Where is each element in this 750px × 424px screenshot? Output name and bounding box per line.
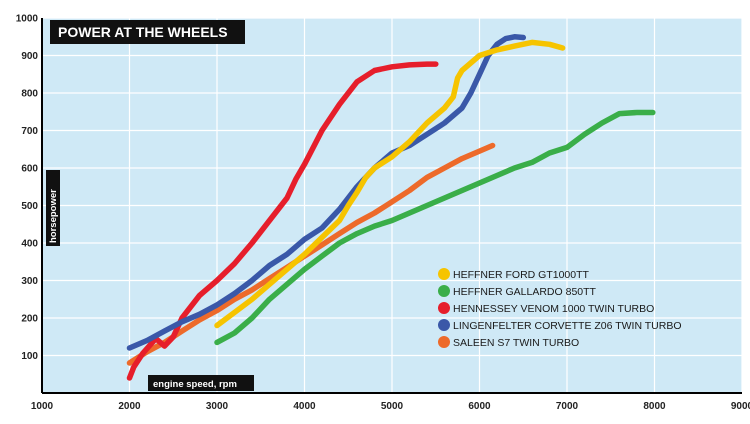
y-tick-label: 300 <box>21 276 38 287</box>
y-tick-label: 200 <box>21 314 38 325</box>
legend-swatch <box>438 302 450 314</box>
x-tick-label: 2000 <box>118 401 141 412</box>
legend-swatch <box>438 319 450 331</box>
y-tick-label: 700 <box>21 126 38 137</box>
x-tick-label: 8000 <box>643 401 666 412</box>
legend-swatch <box>438 285 450 297</box>
x-axis-ticks: 1000 2000 3000 4000 5000 6000 7000 8000 9000 <box>31 401 750 412</box>
x-axis-label-box: engine speed, rpm <box>148 375 254 391</box>
legend: HEFFNER FORD GT1000TT HEFFNER GALLARDO 85… <box>438 268 682 349</box>
series-line-2 <box>126 61 439 381</box>
legend-entry: SALEEN S7 TWIN TURBO <box>453 337 579 349</box>
y-tick-label: 800 <box>21 89 38 100</box>
chart-title: POWER AT THE WHEELS <box>58 24 228 40</box>
y-tick-label: 100 <box>21 351 38 362</box>
series-line-3 <box>126 34 527 351</box>
legend-swatch <box>438 336 450 348</box>
x-tick-label: 1000 <box>31 401 54 412</box>
x-tick-label: 7000 <box>556 401 579 412</box>
chart-title-box: POWER AT THE WHEELS <box>50 20 245 44</box>
x-tick-label: 3000 <box>206 401 229 412</box>
legend-entry: HEFFNER FORD GT1000TT <box>453 269 590 281</box>
x-tick-label: 9000 <box>731 401 750 412</box>
series-line-4 <box>126 142 496 366</box>
y-axis-label: horsepower <box>48 189 59 243</box>
y-axis-ticks: 100 200 300 400 500 600 700 800 900 1000 <box>16 14 39 363</box>
legend-entry: HENNESSEY VENOM 1000 TWIN TURBO <box>453 303 654 315</box>
x-axis-label: engine speed, rpm <box>153 379 237 390</box>
series-line-0 <box>214 39 566 329</box>
y-tick-label: 500 <box>21 201 38 212</box>
legend-entry: HEFFNER GALLARDO 850TT <box>453 286 597 298</box>
series-layer <box>126 34 656 381</box>
legend-entry: LINGENFELTER CORVETTE Z06 TWIN TURBO <box>453 320 682 332</box>
series-line-1 <box>214 109 656 346</box>
y-tick-label: 600 <box>21 164 38 175</box>
y-tick-label: 400 <box>21 239 38 250</box>
x-tick-label: 5000 <box>381 401 404 412</box>
y-axis-label-box: horsepower <box>46 170 60 246</box>
x-tick-label: 4000 <box>293 401 316 412</box>
x-tick-label: 6000 <box>468 401 491 412</box>
y-tick-label: 900 <box>21 51 38 62</box>
legend-swatch <box>438 268 450 280</box>
y-tick-label: 1000 <box>16 14 39 25</box>
